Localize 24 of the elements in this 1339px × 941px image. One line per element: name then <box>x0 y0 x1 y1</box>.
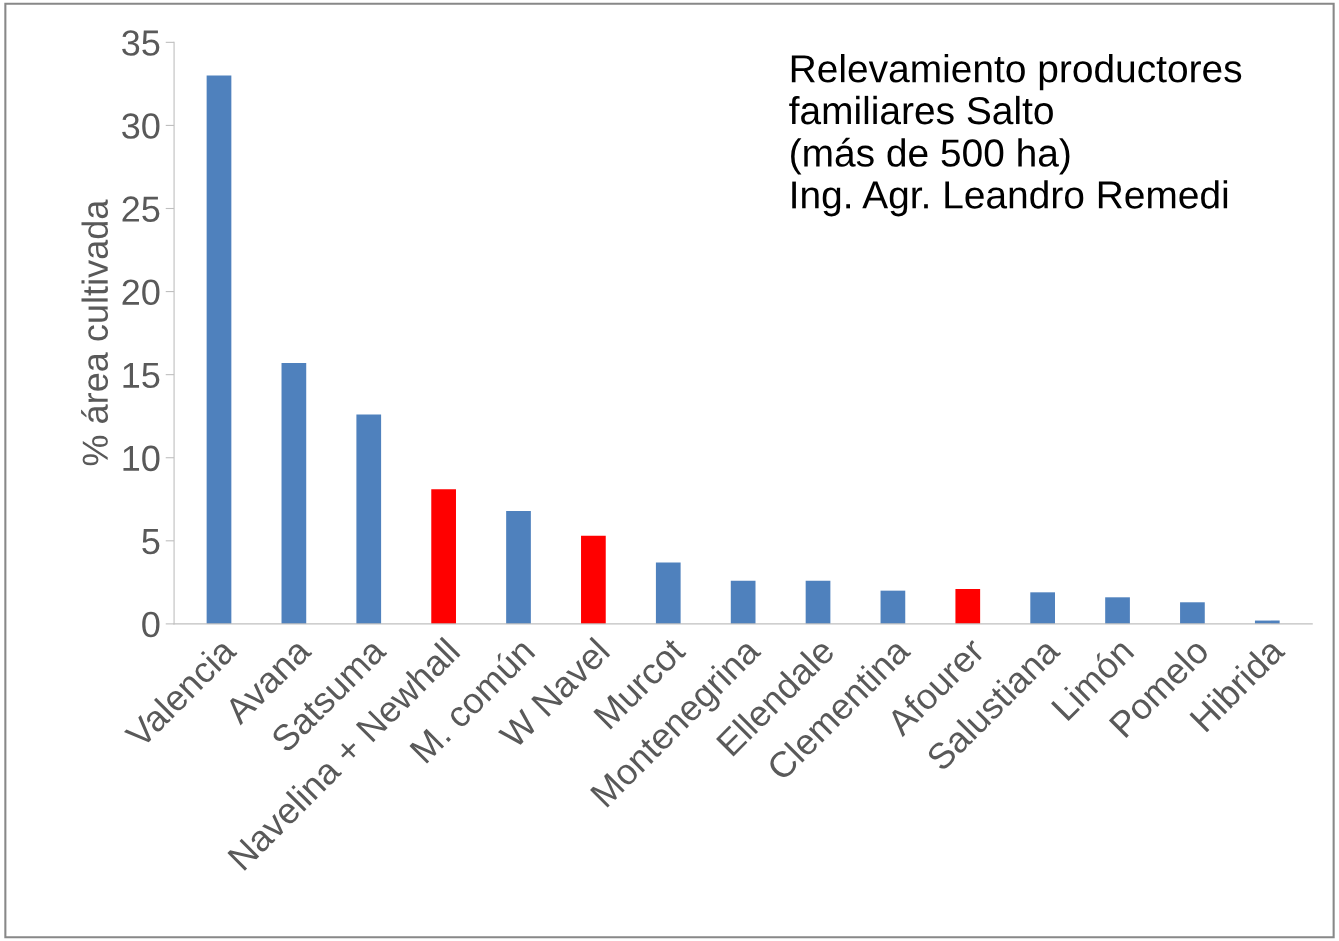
y-tick-label: 25 <box>122 196 160 222</box>
y-tick-label: 35 <box>122 30 160 56</box>
annotation: Relevamiento productores familiares Salto (más de 500 ha) Ing. Agr. Leandro Remedi <box>789 53 1242 217</box>
y-tick-label: 15 <box>123 362 160 389</box>
bar <box>431 489 456 624</box>
y-tick-label: 10 <box>123 445 160 472</box>
y-tick-label: 5 <box>142 529 160 555</box>
bar <box>1180 602 1205 624</box>
y-axis-title: % área cultivada <box>81 199 109 466</box>
y-tick-label: 30 <box>122 113 160 139</box>
bar <box>206 75 232 624</box>
bar <box>281 363 307 624</box>
bar <box>655 562 681 624</box>
bar <box>880 590 906 624</box>
bar <box>506 510 531 624</box>
bar <box>1105 597 1130 624</box>
bar <box>805 580 831 624</box>
bar <box>955 588 981 624</box>
y-tick-label: 0 <box>142 611 160 638</box>
bar <box>581 535 606 624</box>
y-tick-label: 20 <box>122 279 160 306</box>
bar <box>1030 592 1056 624</box>
bar <box>730 580 756 624</box>
bar <box>356 414 382 624</box>
